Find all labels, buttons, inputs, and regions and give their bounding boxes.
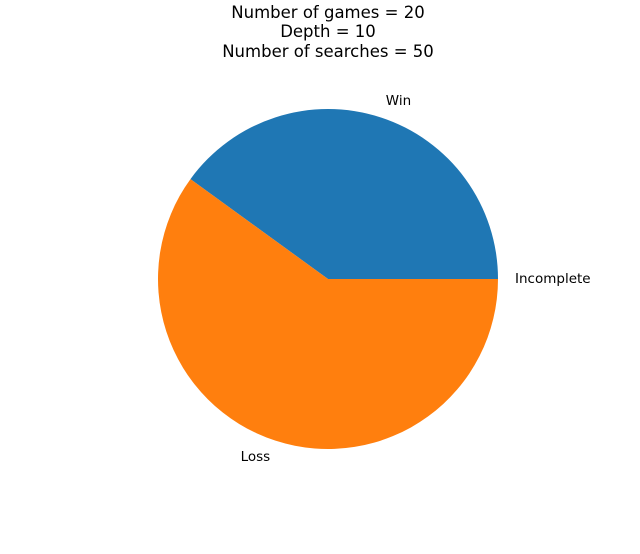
pie-slice-loss bbox=[158, 179, 498, 449]
pie-label-win: Win bbox=[386, 93, 411, 109]
pie-labels: Win Loss Incomplete bbox=[241, 93, 591, 465]
title-line-3: Number of searches = 50 bbox=[222, 42, 434, 61]
chart-title: Number of games = 20 Depth = 10 Number o… bbox=[222, 3, 434, 61]
pie-label-loss: Loss bbox=[241, 449, 271, 465]
pie-slices bbox=[158, 108, 499, 449]
title-line-2: Depth = 10 bbox=[280, 22, 376, 41]
pie-label-incomplete: Incomplete bbox=[515, 271, 591, 287]
title-line-1: Number of games = 20 bbox=[231, 3, 424, 22]
pie-slice-win bbox=[190, 108, 499, 279]
